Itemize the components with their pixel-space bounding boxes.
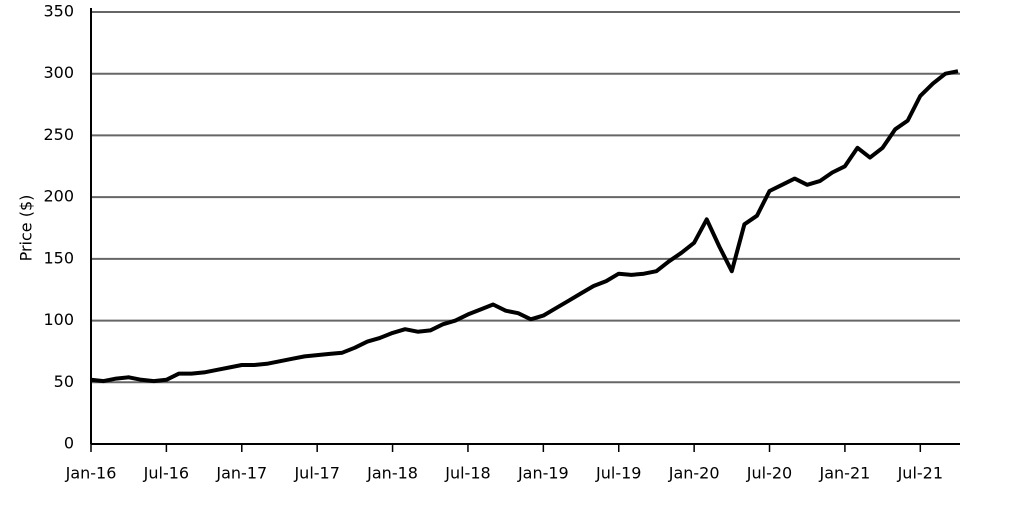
x-tick-label: Jul-18 [444,464,490,483]
x-tick-label: Jul-21 [897,464,943,483]
x-tick-label: Jan-21 [819,464,871,483]
x-tick-label: Jul-16 [143,464,189,483]
x-tick-label: Jul-19 [595,464,641,483]
x-tick-label: Jul-20 [746,464,792,483]
y-tick-label: 350 [43,2,74,21]
y-tick-label: 200 [43,187,74,206]
y-tick-label: 150 [43,248,74,267]
x-tick-label: Jan-17 [215,464,267,483]
y-tick-label: 0 [64,434,74,453]
y-tick-label: 300 [43,63,74,82]
y-tick-label: 50 [54,372,74,391]
x-tick-label: Jan-19 [517,464,569,483]
x-tick-label: Jan-20 [668,464,720,483]
x-tick-label: Jul-17 [293,464,339,483]
price-line [90,69,959,384]
x-tick-label: Jan-16 [65,464,117,483]
y-axis-label: Price ($) [17,195,36,262]
x-tick-label: Jan-18 [366,464,418,483]
y-tick-label: 250 [43,125,74,144]
y-tick-label: 100 [43,310,74,329]
